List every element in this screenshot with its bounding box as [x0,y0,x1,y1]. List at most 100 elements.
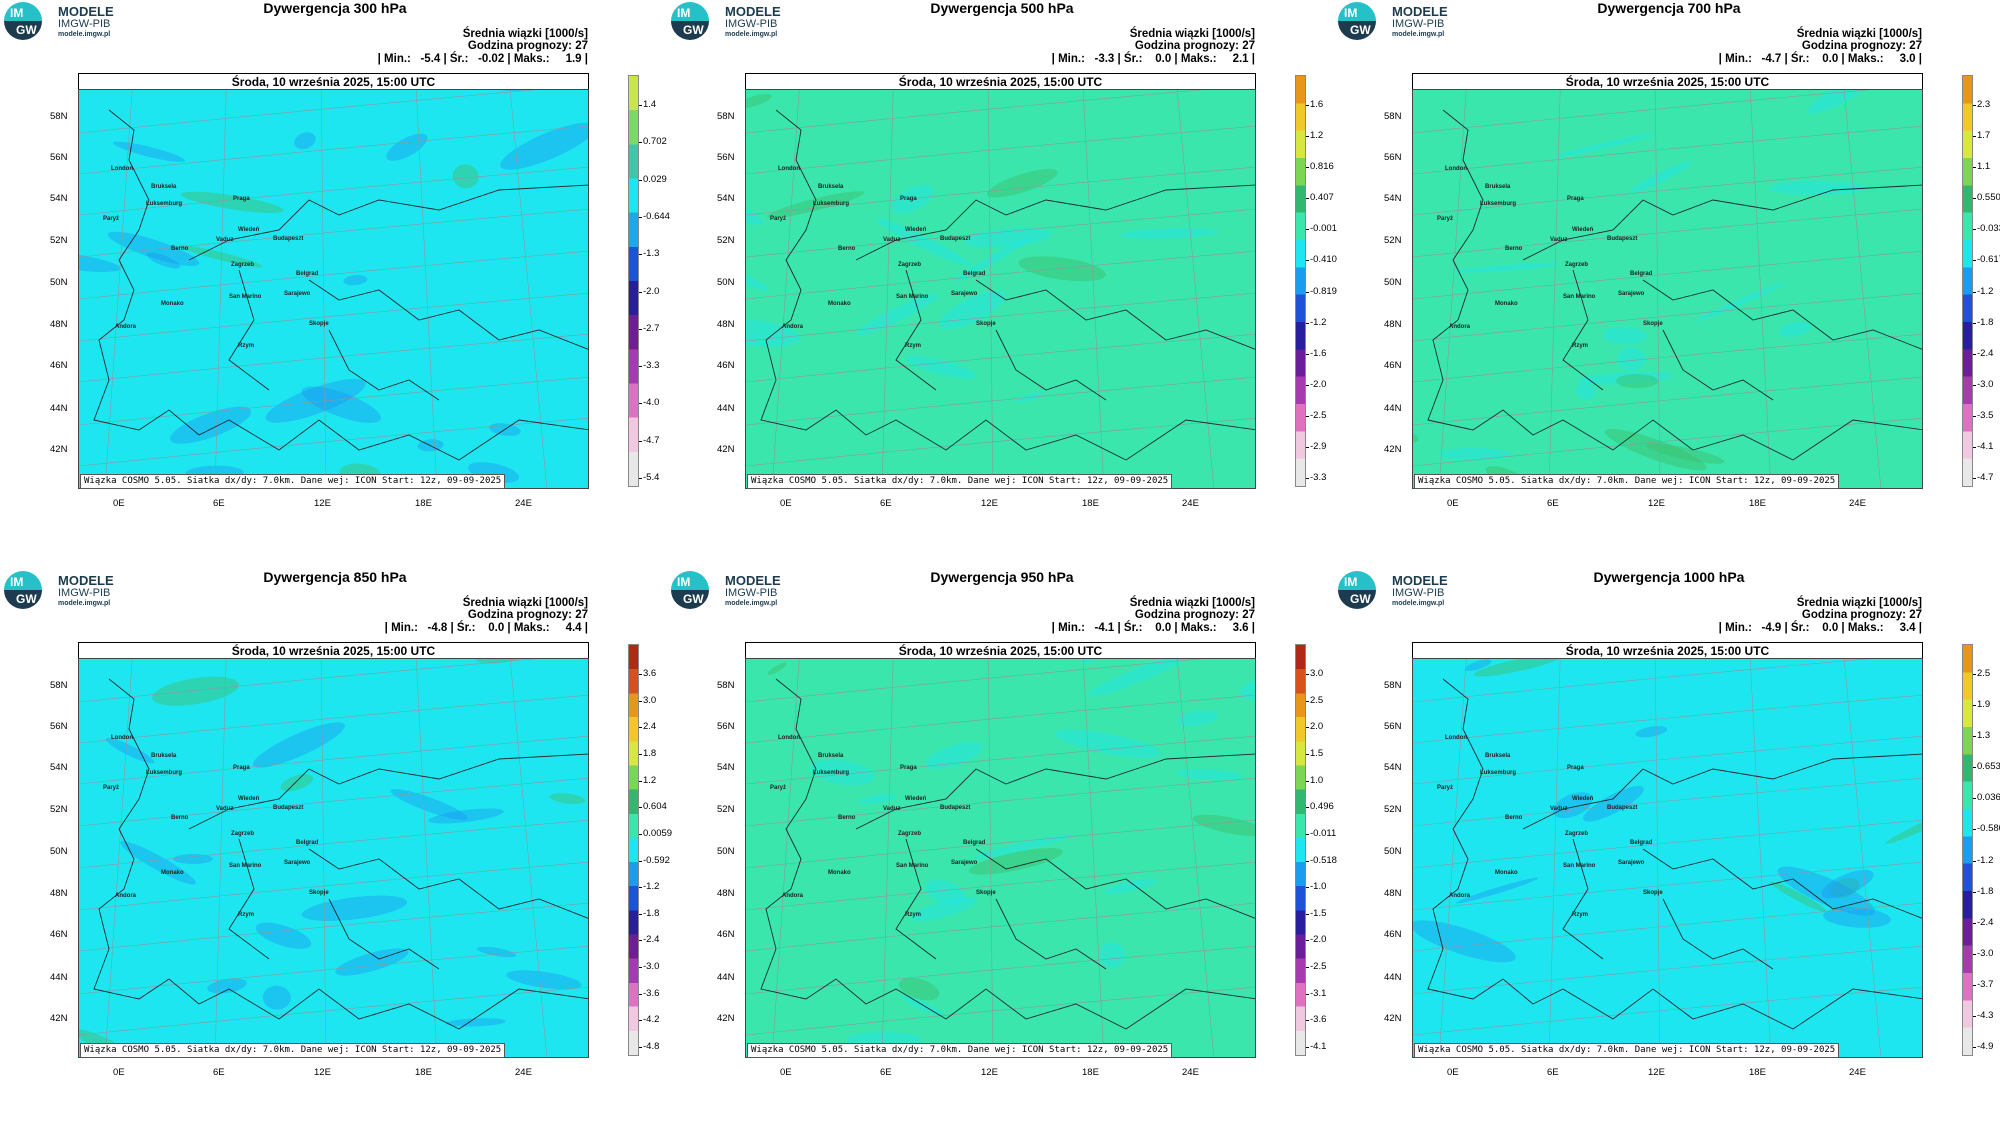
city-label: Rzym [238,343,255,349]
imgw-logo[interactable]: IM GW MODELE IMGW-PIB modele.imgw.pl [4,571,134,611]
city-label: Monako [1495,301,1518,307]
colorbar-tick [1306,353,1309,355]
latitude-gridline [1413,166,1922,216]
divergence-feature [1575,383,1596,400]
imgw-logo[interactable]: IM GW MODELE IMGW-PIB modele.imgw.pl [1338,571,1468,611]
latitude-label: 54N [717,762,735,773]
colorbar-label: -0.617 [1977,254,2000,266]
divergence-feature [974,834,1074,859]
latitude-label: 44N [1384,403,1402,414]
latitude-label: 50N [1384,277,1402,288]
colorbar [628,644,639,1056]
map-panel: IM GW MODELE IMGW-PIB modele.imgw.pl Dywergen… [0,569,672,1137]
latitude-label: 46N [717,360,735,371]
colorbar-label: -3.3 [643,360,660,372]
city-label: Budapeszt [940,805,971,811]
longitude-gridline [415,659,438,1057]
latitude-gridline [1413,945,1922,995]
latitude-label: 48N [717,888,735,899]
divergence-feature [1239,674,1255,700]
latitude-gridline [1413,986,1922,1036]
imgw-logo-mark: IM GW [1338,2,1376,40]
colorbar-label: -1.8 [1977,316,1994,328]
city-label: London [778,735,800,741]
colorbar-tick [1973,478,1976,479]
city-label: Rzym [238,912,255,918]
colorbar-label: -2.7 [643,322,660,334]
city-label: Belgrad [963,271,986,277]
divergence-map[interactable]: London Bruksela Paryż Luksemburg Praga Wiedeń… [1412,89,1923,489]
colorbar-label: 0.604 [643,801,667,813]
latitude-label: 56N [50,721,68,732]
divergence-feature [1439,448,1511,460]
longitude-label: 12E [1648,1067,1665,1078]
map-overlay [79,659,588,1057]
latitude-label: 56N [1384,152,1402,163]
imgw-logo[interactable]: IM GW MODELE IMGW-PIB modele.imgw.pl [4,2,134,42]
latitude-gridline [79,819,588,869]
divergence-map[interactable]: London Bruksela Paryż Luksemburg Praga Wiedeń… [78,658,589,1058]
longitude-gridline [214,90,227,488]
divergence-feature [905,356,976,379]
latitude-gridline [1413,333,1922,383]
city-label: Praga [900,196,917,202]
city-label: Berno [838,815,856,821]
divergence-map[interactable]: London Bruksela Paryż Luksemburg Praga Wiedeń… [745,89,1256,489]
divergence-feature [857,293,939,335]
divergence-feature [506,970,582,990]
imgw-logo[interactable]: IM GW MODELE IMGW-PIB modele.imgw.pl [671,571,801,611]
colorbar-label: -2.5 [1310,961,1327,973]
divergence-map[interactable]: London Bruksela Paryż Luksemburg Praga Wiedeń… [1412,658,1923,1058]
imgw-logo[interactable]: IM GW MODELE IMGW-PIB modele.imgw.pl [1338,2,1468,42]
colorbar-tick [1306,384,1309,386]
latitude-gridline [79,292,588,342]
logo-line3: modele.imgw.pl [725,31,778,38]
city-label: Wiedeń [1572,227,1594,233]
divergence-feature [1413,428,1419,443]
latitude-label: 58N [50,680,68,691]
colorbar-tick [639,440,642,442]
divergence-feature [746,319,801,348]
colorbar-tick [1973,353,1976,355]
valid-date: Środa, 10 września 2025, 15:00 UTC [745,73,1256,91]
colorbar-label: 2.5 [1977,668,1991,679]
colorbar-label: 0.816 [1310,161,1334,173]
longitude-label: 0E [1447,498,1459,509]
mean-label: Średnia wiązki [1000/s] [1129,597,1255,609]
city-label: Luksemburg [146,201,183,207]
colorbar-label: -4.7 [1977,472,1994,483]
colorbar-label: -3.6 [643,987,660,999]
colorbar-label: -2.4 [1977,916,1994,928]
divergence-map[interactable]: London Bruksela Paryż Luksemburg Praga Wiedeń… [78,89,589,489]
city-label: Berno [171,815,189,821]
latitude-label: 50N [717,277,735,288]
logo-line2: IMGW-PIB [725,18,778,30]
imgw-logo[interactable]: IM GW MODELE IMGW-PIB modele.imgw.pl [671,2,801,42]
map-panel: IM GW MODELE IMGW-PIB modele.imgw.pl Dywergen… [0,0,670,568]
longitude-gridline [881,659,894,1057]
city-label: Budapeszt [1607,805,1638,811]
colorbar-label: -3.6 [1310,1014,1327,1026]
colorbar-tick [639,216,642,218]
divergence-feature [767,191,865,218]
stats-line: | Min.: -4.1 | Śr.: 0.0 | Maks.: 3.6 | [1051,622,1255,634]
city-label: Paryż [1437,216,1454,222]
divergence-feature [113,141,186,162]
divergence-feature [549,793,586,805]
city-label: Paryż [770,216,787,222]
city-label: London [1445,166,1467,172]
logo-line1: MODELE [1392,4,1448,19]
colorbar-tick [1306,967,1309,969]
longitude-label: 0E [113,498,125,509]
divergence-map[interactable]: London Bruksela Paryż Luksemburg Praga Wiedeń… [745,658,1256,1058]
colorbar-label: -3.0 [643,961,660,973]
longitude-label: 24E [1182,1067,1199,1078]
logo-line1: MODELE [58,4,114,19]
colorbar-label: -0.644 [643,210,670,222]
divergence-feature [898,977,940,1001]
logo-mark-top: IM [677,6,691,20]
divergence-feature [120,841,196,885]
divergence-feature [262,985,291,1010]
longitude-gridline [104,659,133,1057]
colorbar-label: -4.3 [1977,1009,1994,1021]
